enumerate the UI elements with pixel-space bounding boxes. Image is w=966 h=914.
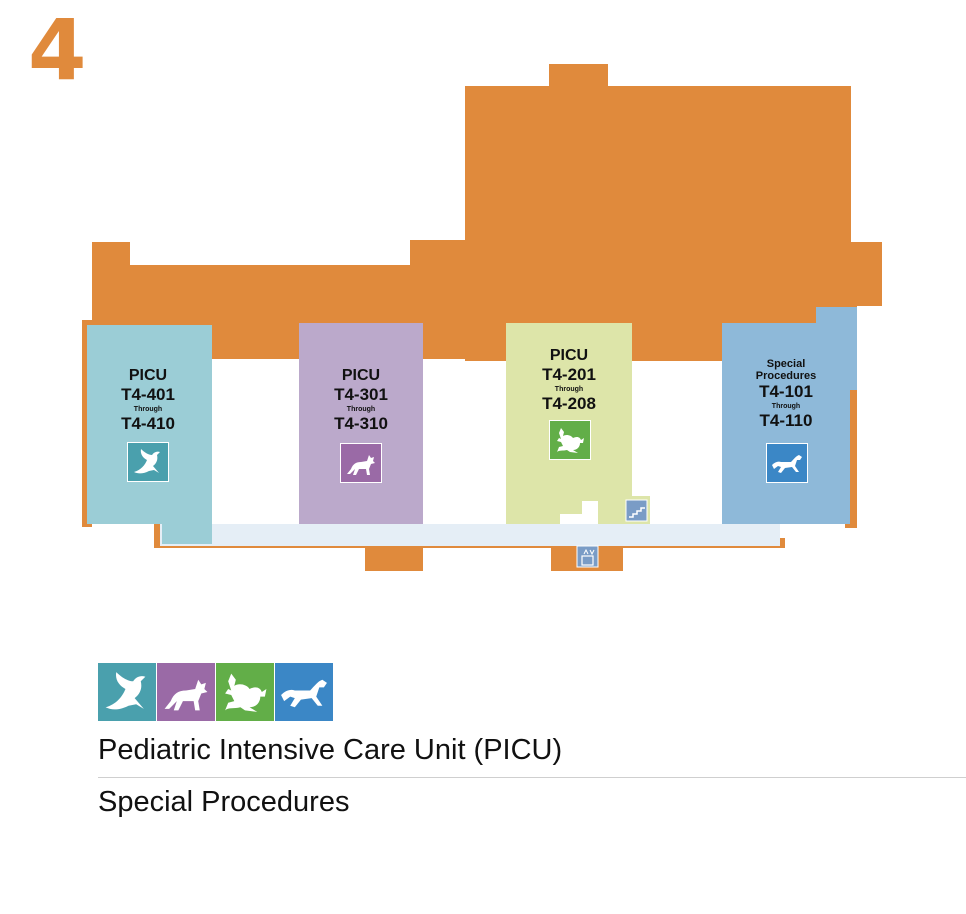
legend-item-picu: Pediatric Intensive Care Unit (PICU) (98, 734, 563, 766)
zone-label-picu-300: PICU T4-301 Through T4-310 (313, 366, 409, 434)
room-end: T4-110 (759, 411, 813, 430)
floor-plan-map (82, 64, 882, 571)
bird-icon (127, 442, 169, 482)
zone-unit: Special Procedures (755, 358, 817, 382)
horse-icon (275, 663, 333, 721)
room-start: T4-401 (121, 385, 175, 404)
stairs-icon (625, 499, 648, 522)
zone-special-100 (722, 307, 857, 524)
zone-picu-300 (299, 323, 423, 524)
elevator-icon (576, 545, 599, 568)
zone-unit: PICU (341, 367, 381, 384)
room-end: T4-208 (542, 394, 596, 413)
room-start: T4-101 (759, 382, 813, 401)
floor-number: 4 (28, 1, 87, 99)
legend-icons (98, 663, 333, 721)
zone-label-special-100: Special Procedures T4-101 Through T4-110 (738, 358, 834, 431)
through-label: Through (771, 403, 801, 410)
room-start: T4-201 (542, 365, 596, 384)
corridor (160, 524, 780, 546)
zone-picu-400 (87, 325, 212, 544)
coyote-icon (157, 663, 215, 721)
zone-unit: PICU (128, 367, 168, 384)
zone-label-picu-200: PICU T4-201 Through T4-208 (521, 346, 617, 414)
room-end: T4-310 (334, 414, 388, 433)
through-label: Through (346, 406, 376, 413)
frog-icon (216, 663, 274, 721)
room-start: T4-301 (334, 385, 388, 404)
room-end: T4-410 (121, 414, 175, 433)
horse-icon (766, 443, 808, 483)
frog-icon (549, 420, 591, 460)
bird-icon (98, 663, 156, 721)
through-label: Through (133, 406, 163, 413)
zone-label-picu-400: PICU T4-401 Through T4-410 (100, 366, 196, 434)
legend-divider (98, 777, 966, 778)
through-label: Through (554, 386, 584, 393)
zone-unit: PICU (549, 347, 589, 364)
coyote-icon (340, 443, 382, 483)
legend-item-special-procedures: Special Procedures (98, 786, 350, 818)
